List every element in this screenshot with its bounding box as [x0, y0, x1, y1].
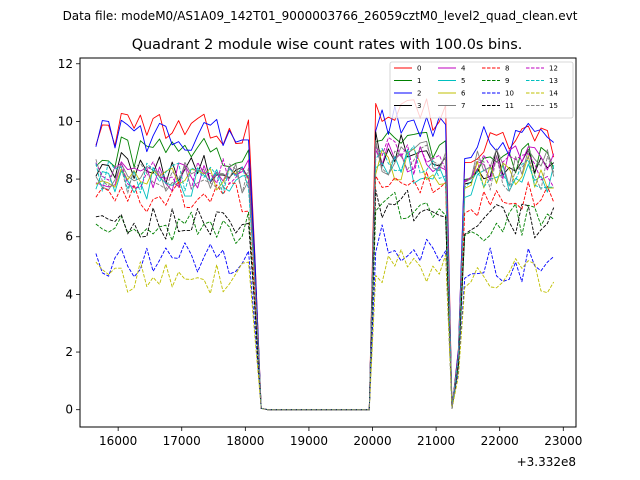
- y-tick-label: 12: [58, 57, 73, 71]
- y-tick-label: 6: [65, 230, 73, 244]
- legend-label-3: 3: [417, 102, 421, 110]
- y-tick-label: 4: [65, 287, 73, 301]
- x-tick-label: 22000: [481, 434, 519, 448]
- legend-label-13: 13: [549, 77, 558, 85]
- x-axis: 16000 17000 18000 19000 20000 21000 22000 23000: [99, 427, 582, 448]
- legend-label-0: 0: [417, 65, 421, 73]
- y-tick-label: 8: [65, 172, 73, 186]
- legend-label-2: 2: [417, 90, 421, 98]
- x-tick-label: 21000: [417, 434, 455, 448]
- x-tick-label: 18000: [226, 434, 264, 448]
- plot-frame: [79, 57, 577, 428]
- x-tick-label: 23000: [544, 434, 582, 448]
- x-tick-label: 20000: [353, 434, 391, 448]
- legend-label-5: 5: [461, 77, 465, 85]
- legend-label-9: 9: [505, 77, 509, 85]
- legend-label-7: 7: [461, 102, 465, 110]
- x-tick-label: 16000: [99, 434, 137, 448]
- legend-label-10: 10: [505, 90, 514, 98]
- legend-label-14: 14: [549, 90, 558, 98]
- y-axis: 0 2 4 6 8 10 12: [58, 57, 80, 417]
- figure-suptitle: Data file: modeM0/AS1A09_142T01_90000037…: [63, 9, 578, 23]
- legend-label-15: 15: [549, 102, 558, 110]
- y-tick-label: 10: [58, 114, 73, 128]
- legend-label-11: 11: [505, 102, 514, 110]
- y-tick-label: 0: [65, 403, 73, 417]
- x-tick-label: 19000: [290, 434, 328, 448]
- legend-frame: [389, 61, 574, 119]
- legend-label-1: 1: [417, 77, 421, 85]
- legend-label-8: 8: [505, 65, 509, 73]
- x-offset-label: +3.332e8: [517, 455, 576, 469]
- chart-title: Quadrant 2 module wise count rates with …: [132, 37, 523, 53]
- legend-label-6: 6: [461, 90, 466, 98]
- legend-label-12: 12: [549, 65, 558, 73]
- x-tick-label: 17000: [163, 434, 201, 448]
- y-tick-label: 2: [65, 345, 73, 359]
- series-layer: [95, 98, 555, 411]
- legend-label-4: 4: [461, 65, 466, 73]
- series-line-15: [95, 143, 555, 411]
